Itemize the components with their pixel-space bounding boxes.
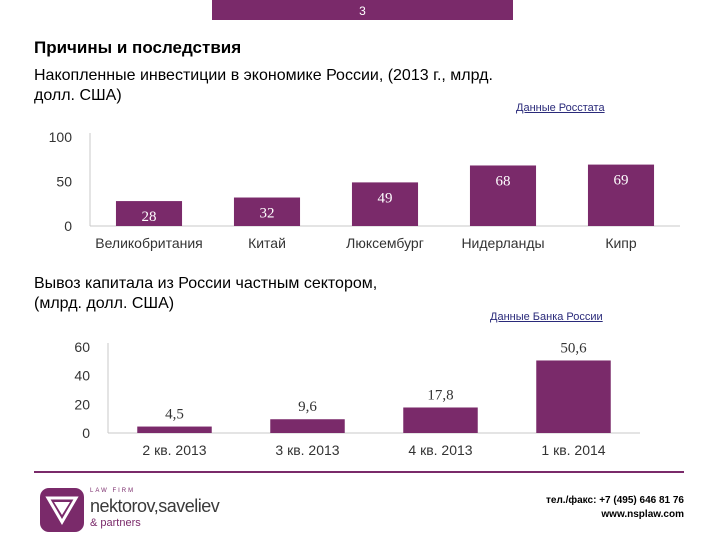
chart2-value-label-1: 9,6: [298, 399, 317, 415]
chart1-value-label-0: 28: [142, 209, 157, 225]
chart1-source-link[interactable]: Данные Росстата: [516, 102, 605, 114]
chart2-bar-3: [536, 360, 611, 433]
chart2-title: Вывоз капитала из России частным секторо…: [34, 274, 377, 314]
chart1-y-tick-0: 0: [64, 218, 72, 234]
chart1-category-label-2: Люксембург: [346, 235, 424, 251]
logo-tagline: LAW FIRM: [90, 488, 136, 494]
chart1-bar-2: [351, 182, 419, 226]
chart2-bar-0: [137, 426, 212, 433]
logo-name: nektorov,saveliev: [90, 496, 220, 516]
chart1-category-label-3: Нидерланды: [461, 235, 544, 251]
chart1-value-label-2: 49: [378, 190, 393, 206]
chart1-title: Накопленные инвестиции в экономике Росси…: [34, 66, 493, 106]
logo-emblem-icon: [40, 488, 84, 532]
footer-divider: [34, 471, 684, 473]
chart2-bar-1: [270, 419, 345, 433]
chart2-category-label-1: 3 кв. 2013: [275, 442, 339, 458]
chart1-y-tick-2: 100: [49, 129, 73, 145]
chart2-source-link[interactable]: Данные Банка России: [490, 311, 603, 323]
chart2-y-tick-3: 60: [74, 339, 90, 355]
page-number: 3: [212, 0, 513, 20]
chart1-title-line1: Накопленные инвестиции в экономике Росси…: [34, 67, 493, 84]
chart2-capital-outflow: 0 20 40 60 4,5 2 кв. 2013 9,6 3 кв. 2013 17,8 4 к…: [74, 339, 640, 458]
chart1-investments: 0 50 100 28 Великобритания 32 Китай 49 Люксембур…: [49, 129, 680, 251]
chart1-bar-1: [233, 197, 301, 226]
chart2-category-label-3: 1 кв. 2014: [541, 442, 605, 458]
chart1-value-label-1: 32: [260, 206, 275, 222]
chart2-value-label-2: 17,8: [427, 387, 453, 403]
logo-sub: & partners: [90, 517, 141, 529]
chart1-bar-0: [115, 201, 183, 226]
chart2-category-label-0: 2 кв. 2013: [142, 442, 206, 458]
chart1-category-label-1: Китай: [248, 235, 286, 251]
chart2-y-tick-0: 0: [82, 425, 90, 441]
chart2-bar-2: [403, 407, 478, 433]
chart1-value-label-3: 68: [496, 173, 511, 189]
contact-phone: тел./факс: +7 (495) 646 81 76: [545, 495, 684, 506]
contacts: тел./факс: +7 (495) 646 81 76 www.nsplaw…: [546, 494, 684, 522]
chart1-title-line2: долл. США): [34, 87, 122, 104]
chart1-bar-3: [469, 165, 537, 226]
chart2-title-line2: (млрд. долл. США): [34, 295, 175, 312]
page-heading: Причины и последствия: [34, 38, 242, 57]
chart2-value-label-3: 50,6: [560, 340, 587, 356]
chart2-title-line1: Вывоз капитала из России частным секторо…: [34, 275, 378, 292]
chart1-y-tick-1: 50: [56, 174, 72, 190]
chart2-category-label-2: 4 кв. 2013: [408, 442, 472, 458]
chart1-value-label-4: 69: [614, 173, 629, 189]
chart1-bar-4: [587, 164, 655, 226]
chart2-y-tick-1: 20: [74, 396, 90, 412]
chart1-category-label-0: Великобритания: [95, 235, 203, 251]
contact-website[interactable]: www.nsplaw.com: [601, 509, 684, 520]
chart1-category-label-4: Кипр: [605, 235, 637, 251]
company-logo: LAW FIRM nektorov,saveliev & partners: [40, 486, 240, 532]
chart2-y-tick-2: 40: [74, 368, 90, 384]
chart2-value-label-0: 4,5: [165, 407, 184, 423]
